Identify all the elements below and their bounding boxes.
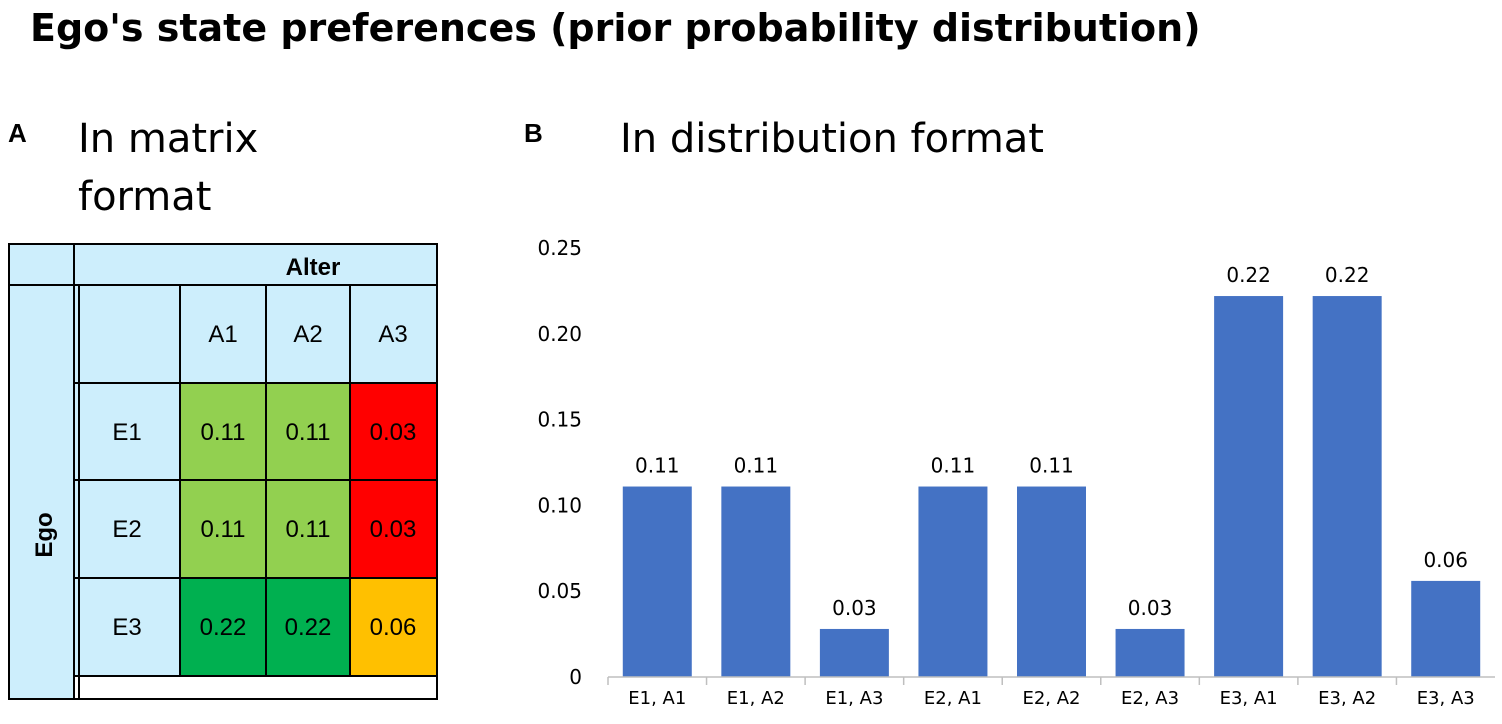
matrix-blank-cell <box>74 285 180 383</box>
cell-e2-a3-fill <box>350 480 436 578</box>
bar-value-label: 0.11 <box>931 454 976 478</box>
cell-e2-a1: 0.11 <box>201 516 246 543</box>
row-header-e1-cell <box>74 383 180 480</box>
cell-e2-a1-fill <box>180 480 266 578</box>
col-header-a1-cell <box>180 285 266 383</box>
y-tick-label: 0.25 <box>537 236 582 260</box>
bar-value-label: 0.03 <box>832 596 877 620</box>
cell-e1-a1: 0.11 <box>201 419 246 446</box>
cell-e2-a3: 0.03 <box>370 516 417 543</box>
matrix-corner-cell <box>8 243 74 285</box>
bar <box>1214 296 1284 677</box>
y-tick-label: 0.15 <box>537 408 582 432</box>
y-tick-label: 0.05 <box>537 579 582 603</box>
x-category-label: E2, A3 <box>1121 688 1179 709</box>
panel-b-title: In distribution format <box>620 116 1044 162</box>
bar-value-label: 0.11 <box>1029 454 1074 478</box>
figure-title: Ego's state preferences (prior probabili… <box>30 6 1201 50</box>
cell-e1-a2: 0.11 <box>286 419 331 446</box>
bar <box>622 486 692 677</box>
alter-header-cell <box>74 243 436 285</box>
cell-e1-a2-fill <box>266 383 350 480</box>
x-category-label: E1, A2 <box>727 688 785 709</box>
bar-value-label: 0.11 <box>635 454 680 478</box>
x-category-label: E1, A1 <box>628 688 686 709</box>
y-axis: 0 0.05 0.10 0.15 0.20 0.25 <box>537 236 582 689</box>
bar-value-label: 0.06 <box>1423 548 1468 572</box>
distribution-bar-chart: 00.050.100.150.200.25 0.11 0.110.030.11 0.… <box>537 236 1495 709</box>
cell-e3-a2: 0.22 <box>285 614 332 641</box>
preference-matrix: Alter Ego A1 A2 A3 E1 E2 E3 0.11 0.11 0.… <box>8 243 438 700</box>
cell-e1-a3: 0.03 <box>370 419 417 446</box>
bar <box>918 486 988 677</box>
y-tick-label: 0.20 <box>537 322 582 346</box>
alter-label: Alter <box>286 254 341 281</box>
ego-header-cell <box>8 285 74 700</box>
row-header-e3-cell <box>74 578 180 676</box>
x-category-label: E3, A3 <box>1417 688 1475 709</box>
row-header-e3: E3 <box>112 614 141 641</box>
cell-e3-a2-fill <box>266 578 350 676</box>
bar-value-label: 0.22 <box>1226 263 1271 287</box>
x-category-label: E3, A1 <box>1220 688 1278 709</box>
cell-e3-a3: 0.06 <box>370 614 417 641</box>
cell-e2-a2: 0.11 <box>286 516 331 543</box>
bar <box>1411 580 1481 677</box>
x-category-label: E2, A1 <box>924 688 982 709</box>
col-header-a3-cell <box>350 285 436 383</box>
bar-series: 0.11 0.11 0.03 0.11 0.11 0.03 0.22 0.22 0.06 <box>622 263 1481 677</box>
cell-e2-a2-fill <box>266 480 350 578</box>
panel-a-title-line1: In matrix <box>78 116 259 162</box>
x-category-label: E2, A2 <box>1022 688 1080 709</box>
panel-a-title: In matrix format <box>78 110 258 226</box>
cell-e3-a3-fill <box>350 578 436 676</box>
cell-e1-a1-fill <box>180 383 266 480</box>
bar <box>1017 486 1086 677</box>
bar <box>721 486 791 677</box>
x-category-label: E3, A2 <box>1318 688 1376 709</box>
panel-b-letter: B <box>524 118 543 148</box>
col-header-a2: A2 <box>293 321 322 348</box>
cell-e1-a3-fill <box>350 383 436 480</box>
cell-e3-a1-fill <box>180 578 266 676</box>
ego-label: Ego <box>31 512 58 557</box>
x-category-label: E1, A3 <box>825 688 883 709</box>
panel-a-letter: A <box>8 118 27 148</box>
x-axis: E1, A1 E1, A2 E1, A3 E2, A1 E2, A2 E2, A3 E3, … <box>607 676 1495 709</box>
col-header-a2-cell <box>266 285 350 383</box>
cell-e3-a1: 0.22 <box>200 614 247 641</box>
bar <box>1115 628 1185 677</box>
matrix-gridlines <box>8 243 438 700</box>
panel-a-title-line2: format <box>78 174 212 220</box>
bar-value-label: 0.22 <box>1325 263 1370 287</box>
row-header-e1: E1 <box>112 419 141 446</box>
col-header-a1: A1 <box>208 321 237 348</box>
bar <box>1312 296 1382 677</box>
y-tick-label: 0.10 <box>537 493 582 517</box>
bar-value-label: 0.11 <box>734 454 779 478</box>
bar-value-label: 0.03 <box>1128 596 1173 620</box>
row-header-e2: E2 <box>112 516 141 543</box>
row-header-e2-cell <box>74 480 180 578</box>
y-tick-label: 0 <box>569 665 582 689</box>
col-header-a3: A3 <box>378 321 407 348</box>
bar <box>819 628 889 677</box>
